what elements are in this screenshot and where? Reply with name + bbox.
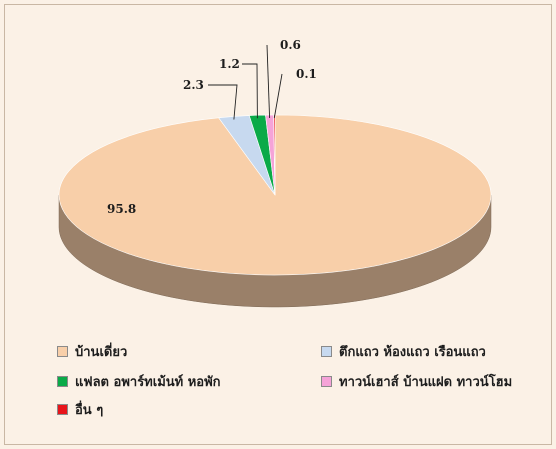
legend-label: แฟลต อพาร์ทเม้นท์ หอพัก: [75, 375, 221, 390]
pie-chart: 95.8 2.3 1.2 0.6 0.1: [5, 5, 553, 335]
data-label-4: 0.1: [296, 67, 317, 81]
legend-swatch: [57, 346, 68, 357]
data-label-1: 2.3: [183, 78, 204, 92]
legend-item-townhouse: ทาวน์เฮาส์ บ้านแฝด ทาวน์โฮม: [321, 371, 512, 392]
legend-item-flat: แฟลต อพาร์ทเม้นท์ หอพัก: [57, 371, 221, 392]
legend: บ้านเดี่ยว ตึกแถว ห้องแถว เรือนแถว แฟลต …: [57, 341, 537, 431]
chart-frame: 95.8 2.3 1.2 0.6 0.1 บ้านเดี่ยว ตึกแถว ห้องแ…: [4, 4, 552, 445]
leader-line-3: [266, 44, 271, 119]
legend-item-detached-house: บ้านเดี่ยว: [57, 341, 127, 362]
legend-label: อื่น ๆ: [75, 403, 104, 418]
legend-label: ตึกแถว ห้องแถว เรือนแถว: [339, 345, 486, 360]
legend-swatch: [321, 376, 332, 387]
data-label-3: 0.6: [280, 38, 301, 52]
legend-swatch: [57, 376, 68, 387]
legend-swatch: [57, 404, 68, 415]
legend-swatch: [321, 346, 332, 357]
pie-svg: 95.8 2.3 1.2 0.6 0.1: [58, 38, 492, 308]
leader-line-1: [208, 84, 238, 120]
leader-line-4: [273, 73, 283, 119]
legend-item-shophouse: ตึกแถว ห้องแถว เรือนแถว: [321, 341, 486, 362]
data-label-2: 1.2: [219, 57, 240, 71]
legend-label: ทาวน์เฮาส์ บ้านแฝด ทาวน์โฮม: [339, 375, 513, 390]
legend-label: บ้านเดี่ยว: [75, 345, 128, 360]
leader-line-2: [242, 63, 258, 119]
data-label-0: 95.8: [107, 202, 136, 216]
legend-item-other: อื่น ๆ: [57, 399, 103, 420]
